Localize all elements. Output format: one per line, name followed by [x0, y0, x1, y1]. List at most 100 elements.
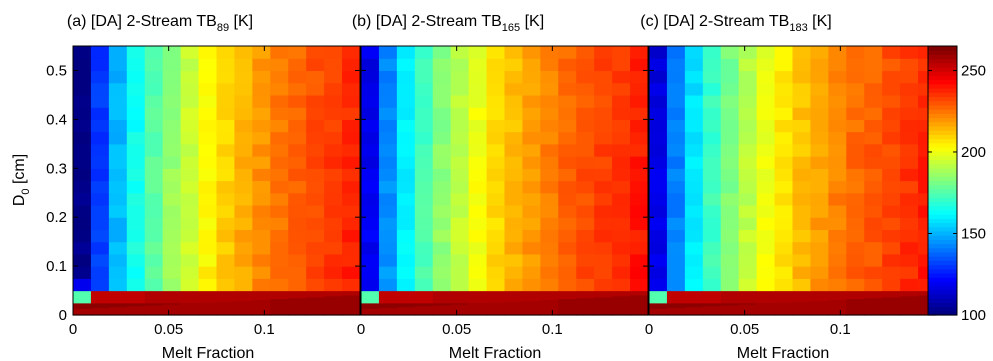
heatmap-cell — [198, 253, 218, 267]
heatmap-cell — [306, 266, 325, 279]
heatmap-cell — [162, 204, 182, 218]
heatmap-cell — [450, 46, 470, 59]
heatmap-cell — [594, 168, 613, 182]
heatmap-cell — [234, 180, 253, 194]
heatmap-cell — [864, 253, 883, 267]
heatmap-cell — [882, 58, 901, 72]
heatmap-cell — [738, 58, 758, 72]
colorbar-segment — [928, 230, 957, 236]
heatmap-cell — [594, 204, 613, 218]
heatmap-cell — [738, 94, 758, 108]
heatmap-cell — [774, 156, 794, 169]
heatmap-cell — [198, 156, 218, 169]
heatmap-cell — [504, 46, 524, 59]
heatmap-cell — [522, 94, 541, 108]
colorbar-segment — [928, 134, 957, 140]
heatmap-cell — [576, 131, 595, 145]
heatmap-cell — [558, 131, 577, 145]
plot-frame — [360, 45, 649, 316]
heatmap-cell — [414, 253, 434, 267]
heatmap-cell — [846, 94, 865, 108]
heatmap-cell — [414, 119, 434, 133]
heatmap-cell — [252, 278, 271, 292]
heatmap-cell — [306, 131, 325, 145]
heatmap-cell — [432, 119, 452, 133]
heatmap-cell — [450, 119, 470, 133]
heatmap-cell — [234, 217, 253, 231]
heatmap-cell — [864, 241, 883, 255]
heatmap-cell — [720, 119, 740, 133]
heatmap-cell — [288, 156, 307, 169]
heatmap-cell — [162, 107, 182, 120]
heatmap-cell — [612, 266, 631, 279]
heatmap-cell — [126, 229, 146, 243]
heatmap-cell — [216, 58, 236, 72]
heatmap-cell — [162, 94, 182, 108]
heatmap-cell — [720, 168, 740, 182]
heatmap-cell — [396, 253, 416, 267]
colorbar-segment — [928, 180, 957, 186]
colorbar-segment — [928, 96, 957, 102]
heatmap-cell — [828, 168, 847, 182]
heatmap-cell — [180, 168, 200, 182]
heatmap-cell — [468, 229, 488, 243]
heatmap-cell — [270, 192, 289, 206]
heatmap-cell — [342, 82, 361, 96]
heatmap-cell — [144, 156, 164, 169]
heatmap-cell — [162, 192, 182, 206]
heatmap-cell — [306, 192, 325, 206]
heatmap-cell — [216, 107, 236, 120]
heatmap-cell — [738, 229, 758, 243]
heatmap-cell — [612, 229, 631, 243]
heatmap-cell — [810, 180, 829, 194]
heatmap-cell — [666, 58, 686, 72]
heatmap-cell — [180, 253, 200, 267]
heatmap-cell — [126, 107, 146, 120]
heatmap-cell — [90, 46, 110, 59]
heatmap-cell — [180, 156, 200, 169]
colorbar-tick-label: 150 — [961, 225, 986, 242]
heatmap-cell — [630, 58, 649, 72]
heatmap-cell — [702, 143, 722, 157]
heatmap-cell — [306, 241, 325, 255]
heatmap-cell — [378, 70, 398, 84]
hot-band-cell — [90, 308, 110, 315]
heatmap-cell — [432, 180, 452, 194]
heatmap-cell — [270, 70, 289, 84]
heatmap-cell — [90, 156, 110, 169]
hot-band-cell — [414, 306, 434, 315]
heatmap-cell — [792, 217, 812, 231]
heatmap-cell — [108, 156, 128, 169]
heatmap-cell — [342, 168, 361, 182]
hot-band-cell — [756, 303, 776, 315]
heatmap-cell — [612, 192, 631, 206]
colorbar-segment — [928, 222, 957, 228]
colorbar-tick-label: 250 — [961, 62, 986, 79]
panel-b-title: (b) [DA] 2-Stream TB165 [K] — [352, 13, 544, 34]
heatmap-cell — [684, 278, 704, 292]
heatmap-cell — [252, 204, 271, 218]
heatmap-cell — [630, 180, 649, 194]
heatmap-cell — [378, 180, 398, 194]
heatmap-cell — [252, 70, 271, 84]
heatmap-cell — [522, 204, 541, 218]
colorbar-segment — [928, 92, 957, 98]
heatmap-cell — [504, 278, 524, 292]
heatmap-cell — [864, 156, 883, 169]
heatmap-cell — [288, 180, 307, 194]
heatmap-cell — [558, 107, 577, 120]
x-tick-label: 0.1 — [830, 321, 851, 338]
heatmap-cell — [468, 156, 488, 169]
colorbar-segment — [928, 197, 957, 203]
heatmap-cell — [720, 143, 740, 157]
heatmap-cell — [846, 266, 865, 279]
heatmap-cell — [252, 82, 271, 96]
heatmap-cell — [324, 180, 343, 194]
heatmap-cell — [738, 204, 758, 218]
heatmap-cell — [666, 278, 686, 292]
heatmap-cell — [882, 204, 901, 218]
heatmap-cell — [792, 266, 812, 279]
heatmap-cell — [810, 204, 829, 218]
heatmap-cell — [666, 70, 686, 84]
heatmap-cell — [73, 290, 92, 304]
